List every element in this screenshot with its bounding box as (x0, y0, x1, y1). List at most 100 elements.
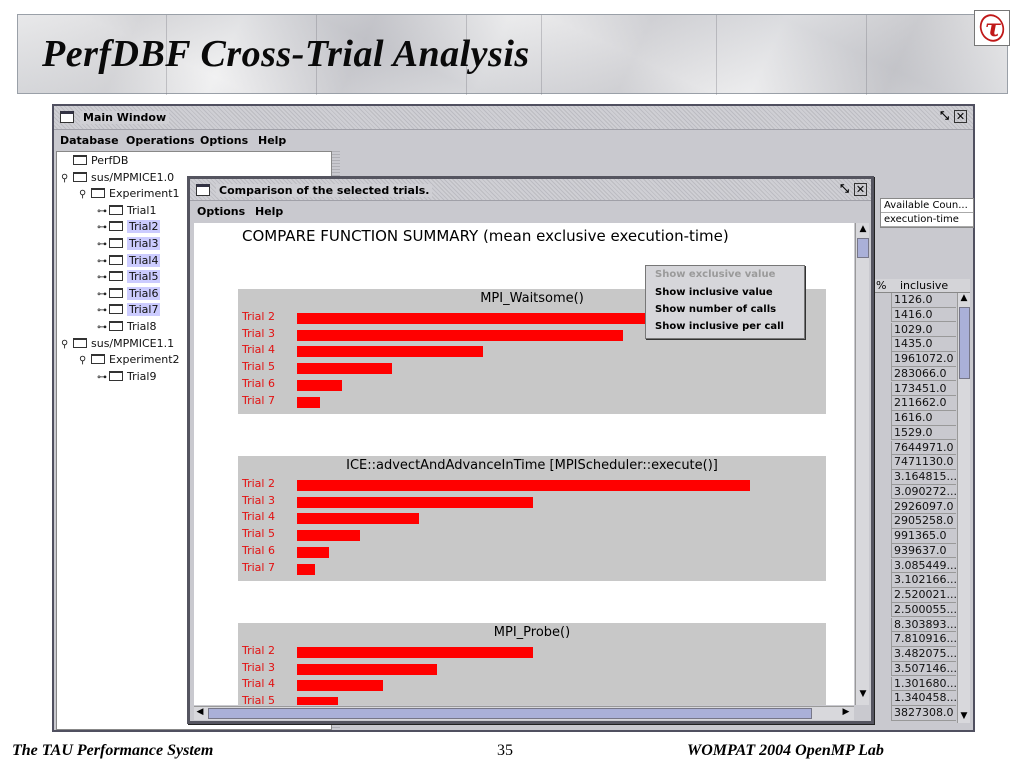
inclusive-cell[interactable]: 2926097.0 (891, 499, 956, 515)
counter-item[interactable]: execution-time (881, 213, 973, 227)
menu-help[interactable]: Help (258, 134, 287, 147)
comparison-titlebar[interactable]: Comparison of the selected trials. ⤡ ✕ (190, 179, 871, 201)
inclusive-cell[interactable]: 1416.0 (891, 307, 956, 323)
expand-toggle-icon[interactable]: ⚲ (79, 355, 87, 367)
inclusive-cell[interactable]: 991365.0 (891, 529, 956, 544)
tree-node[interactable]: ⊶ Trial9 (97, 369, 156, 385)
inclusive-cell[interactable]: 3.164815... (891, 470, 956, 485)
value-bar[interactable] (297, 513, 419, 525)
menu-item-show-inclusive[interactable]: Show inclusive value (655, 287, 773, 298)
value-bar[interactable] (297, 530, 360, 542)
value-bar[interactable] (297, 363, 392, 375)
value-bar[interactable] (297, 563, 315, 575)
inclusive-cell[interactable]: 8.303893... (891, 617, 956, 633)
tree-node[interactable]: ⊶ Trial6 (97, 286, 161, 302)
inclusive-cell[interactable]: 3.507146... (891, 661, 956, 677)
inclusive-cell[interactable]: 3827308.0 (891, 706, 956, 721)
node-handle-icon[interactable]: ⊶ (97, 272, 107, 284)
inclusive-cell[interactable]: 3.482075... (891, 647, 956, 662)
scroll-down-icon[interactable]: ▼ (859, 689, 867, 699)
tree-node[interactable]: ⚲ sus/MPMICE1.0 (61, 170, 174, 186)
value-bar[interactable] (297, 697, 338, 705)
value-bar[interactable] (297, 480, 750, 491)
inclusive-cell[interactable]: 2905258.0 (891, 514, 956, 529)
tree-node[interactable]: ⚲ sus/MPMICE1.1 (61, 336, 174, 352)
value-bar[interactable] (297, 680, 383, 692)
scroll-up-icon[interactable]: ▲ (960, 293, 968, 303)
value-bar[interactable] (297, 329, 623, 341)
inclusive-cell[interactable]: 7644971.0 (891, 440, 956, 456)
inclusive-cell[interactable]: 1126.0 (891, 293, 956, 308)
function-chart[interactable]: ICE::advectAndAdvanceInTime [MPISchedule… (238, 456, 826, 581)
node-handle-icon[interactable]: ⊶ (97, 205, 107, 217)
horizontal-scrollbar[interactable]: ◀ ▶ (194, 706, 854, 720)
inclusive-cell[interactable]: 939637.0 (891, 543, 956, 559)
value-bar[interactable] (297, 396, 320, 408)
value-bar[interactable] (297, 379, 342, 391)
value-bar[interactable] (297, 647, 533, 658)
inclusive-cell[interactable]: 283066.0 (891, 366, 956, 382)
scroll-right-icon[interactable]: ▶ (842, 707, 850, 717)
node-handle-icon[interactable]: ⊶ (97, 305, 107, 317)
scroll-left-icon[interactable]: ◀ (196, 707, 204, 717)
restore-icon[interactable]: ⤡ (940, 109, 949, 122)
percent-column-header[interactable]: % (876, 279, 887, 292)
menu-options[interactable]: Options (197, 205, 246, 218)
inclusive-cell[interactable]: 7471130.0 (891, 455, 956, 470)
node-handle-icon[interactable]: ⊶ (97, 239, 107, 250)
value-bar[interactable] (297, 346, 483, 358)
expand-toggle-icon[interactable]: ⚲ (61, 338, 69, 350)
tree-node[interactable]: ⊶ Trial1 (97, 203, 156, 219)
scrollbar-thumb[interactable] (208, 708, 812, 719)
inclusive-cell[interactable]: 3.090272... (891, 484, 956, 500)
vertical-scrollbar[interactable]: ▲ ▼ (855, 223, 869, 705)
tree-node[interactable]: PerfDB (61, 153, 128, 169)
inclusive-cell[interactable]: 1961072.0 (891, 352, 956, 367)
inclusive-cell[interactable]: 2.500055... (891, 602, 956, 618)
tree-node[interactable]: ⚲ Experiment1 (79, 186, 180, 202)
node-handle-icon[interactable]: ⊶ (97, 255, 107, 267)
inclusive-cell[interactable]: 1616.0 (891, 411, 956, 426)
tree-node[interactable]: ⚲ Experiment2 (79, 352, 180, 368)
close-icon[interactable]: ✕ (854, 183, 867, 196)
inclusive-cell[interactable]: 1529.0 (891, 425, 956, 441)
node-handle-icon[interactable]: ⊶ (97, 371, 107, 383)
menu-options[interactable]: Options (200, 134, 249, 147)
inclusive-cell[interactable]: 7.810916... (891, 632, 956, 647)
inclusive-cell[interactable]: 1029.0 (891, 322, 956, 338)
tree-node[interactable]: ⊶ Trial5 (97, 269, 161, 285)
menu-operations[interactable]: Operations (126, 134, 195, 147)
inclusive-cell[interactable]: 1.301680... (891, 676, 956, 692)
expand-toggle-icon[interactable]: ⚲ (79, 189, 87, 201)
inclusive-column-header[interactable]: inclusive (900, 279, 949, 292)
tree-node[interactable]: ⊶ Trial2 (97, 219, 161, 235)
menu-database[interactable]: Database (60, 134, 119, 147)
inclusive-cell[interactable]: 173451.0 (891, 381, 956, 397)
value-bar[interactable] (297, 496, 533, 508)
scroll-up-icon[interactable]: ▲ (859, 224, 867, 234)
node-handle-icon[interactable]: ⊶ (97, 222, 107, 234)
scrollbar-thumb[interactable] (857, 238, 869, 258)
node-handle-icon[interactable]: ⊶ (97, 288, 107, 300)
inclusive-cell[interactable]: 211662.0 (891, 396, 956, 411)
inclusive-cell[interactable]: 3.102166... (891, 573, 956, 588)
main-window-titlebar[interactable]: Main Window ⤡ ✕ (54, 106, 973, 130)
menu-item-show-calls[interactable]: Show number of calls (655, 304, 777, 315)
expand-toggle-icon[interactable]: ⚲ (61, 172, 69, 184)
close-icon[interactable]: ✕ (954, 110, 967, 123)
tree-node[interactable]: ⊶ Trial7 (97, 302, 161, 318)
menu-item-show-exclusive[interactable]: Show exclusive value (655, 269, 776, 280)
scroll-down-icon[interactable]: ▼ (960, 711, 968, 721)
tree-node[interactable]: ⊶ Trial8 (97, 319, 156, 335)
value-bar[interactable] (297, 546, 329, 558)
inclusive-cell[interactable]: 1435.0 (891, 337, 956, 352)
restore-icon[interactable]: ⤡ (840, 182, 849, 195)
inclusive-cell[interactable]: 3.085449... (891, 558, 956, 574)
tree-node[interactable]: ⊶ Trial3 (97, 236, 161, 252)
function-chart[interactable]: MPI_Probe() Trial 2 Trial 3 Trial 4 Trial 5 (238, 623, 826, 705)
tree-node[interactable]: ⊶ Trial4 (97, 253, 161, 269)
menu-item-show-inclusive-per-call[interactable]: Show inclusive per call (655, 321, 784, 332)
value-bar[interactable] (297, 663, 437, 675)
menu-help[interactable]: Help (255, 205, 284, 218)
value-bar[interactable] (297, 313, 750, 324)
